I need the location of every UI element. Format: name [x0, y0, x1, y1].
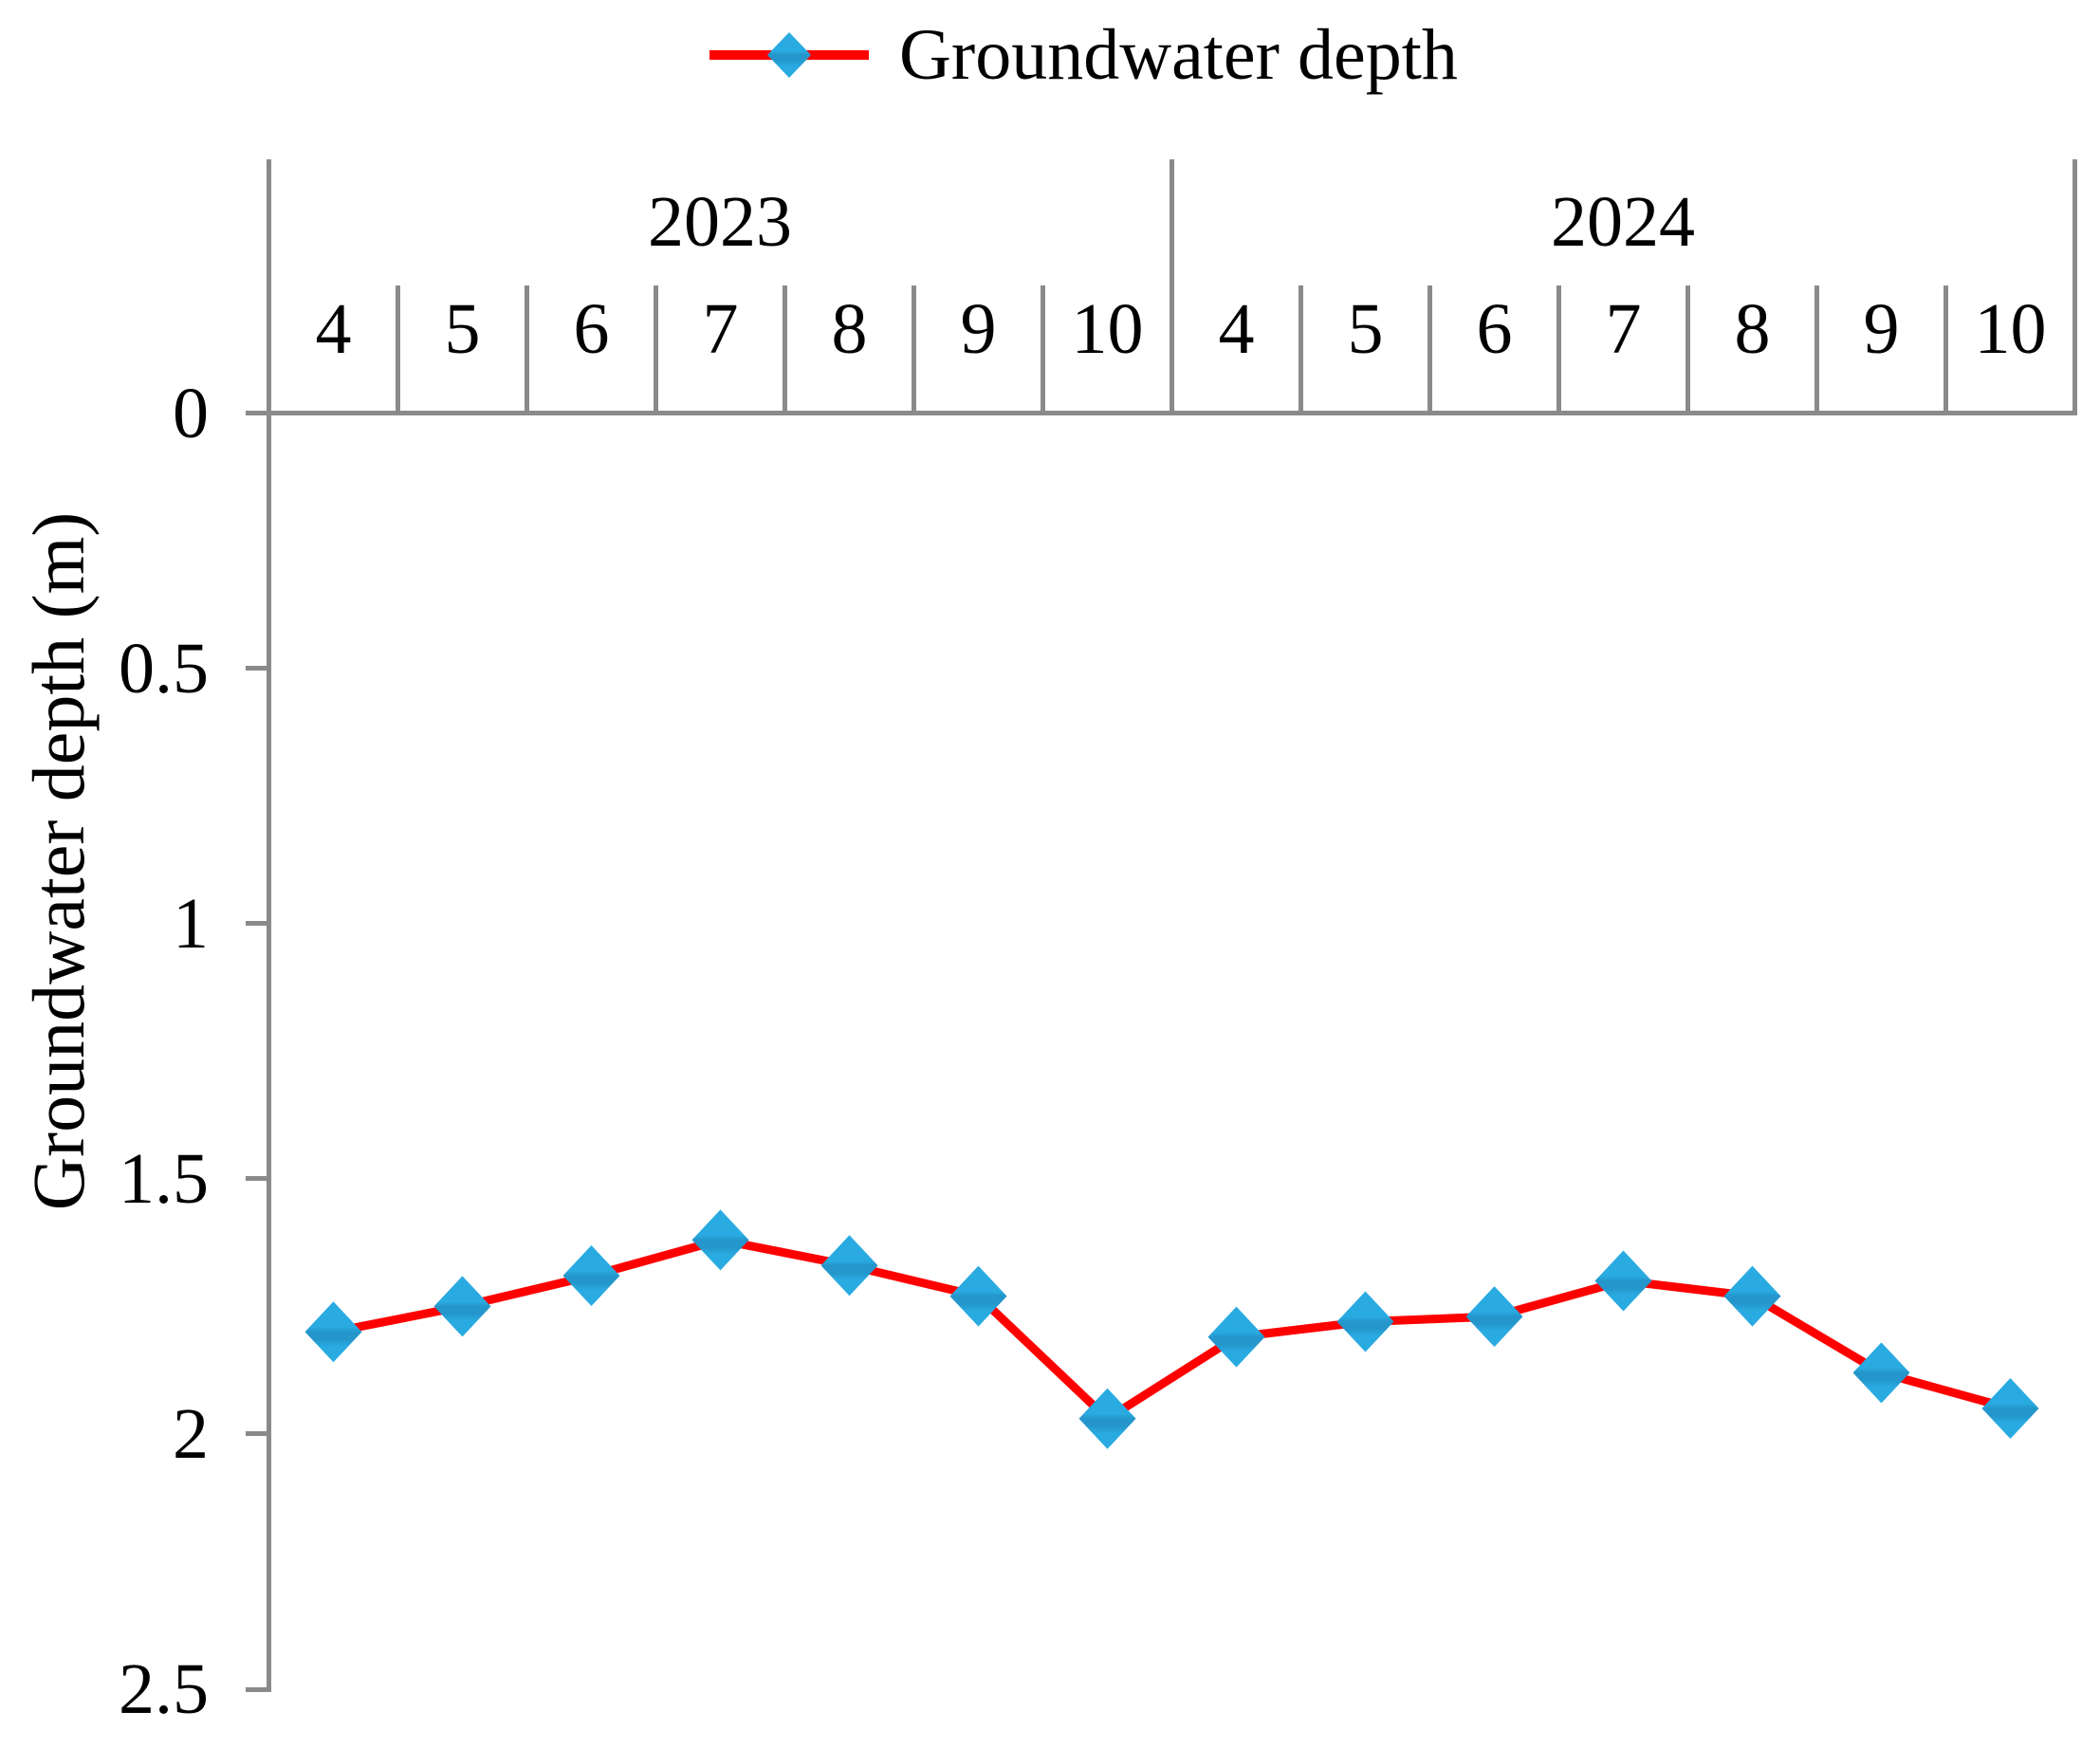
y-tick-label: 1.5 — [119, 1138, 209, 1219]
y-tick-label: 2.5 — [119, 1649, 209, 1729]
month-label: 10 — [1974, 289, 2047, 369]
month-label: 5 — [1347, 289, 1384, 369]
y-tick-mark — [245, 1431, 269, 1437]
data-point-marker — [1852, 1342, 1910, 1404]
y-tick-label: 1 — [173, 883, 209, 964]
data-point-marker — [1594, 1250, 1652, 1312]
y-tick-mark — [245, 921, 269, 927]
y-tick-label: 0 — [173, 373, 209, 453]
month-divider — [1943, 285, 1948, 415]
data-point-marker — [949, 1265, 1007, 1327]
month-divider — [912, 285, 916, 415]
month-label: 7 — [702, 289, 739, 369]
month-label: 6 — [573, 289, 610, 369]
year-label-2023: 2023 — [648, 182, 792, 262]
month-divider — [654, 285, 658, 415]
month-label: 5 — [444, 289, 481, 369]
month-divider — [525, 285, 529, 415]
month-label: 9 — [1863, 289, 1900, 369]
data-point-marker — [433, 1276, 491, 1337]
month-label: 10 — [1071, 289, 1144, 369]
y-tick-label: 0.5 — [119, 628, 209, 708]
month-divider — [1686, 285, 1690, 415]
month-divider — [1299, 285, 1303, 415]
data-point-marker — [1207, 1306, 1265, 1368]
data-point-marker — [1981, 1377, 2039, 1439]
month-divider — [396, 285, 400, 415]
year-label-2024: 2024 — [1551, 182, 1695, 262]
data-point-marker — [304, 1301, 362, 1363]
y-axis-line — [267, 159, 271, 1692]
data-point-marker — [1078, 1388, 1136, 1449]
month-label: 9 — [960, 289, 997, 369]
month-divider — [1041, 285, 1045, 415]
y-axis-title: Groundwater depth (m) — [17, 511, 100, 1211]
month-label: 8 — [1734, 289, 1771, 369]
legend-label: Groundwater depth — [899, 15, 1458, 95]
x-axis-zero-line — [245, 411, 2077, 415]
data-point-marker — [1336, 1291, 1394, 1352]
diamond-marker-icon — [767, 32, 811, 78]
month-divider — [1428, 285, 1432, 415]
month-divider — [783, 285, 787, 415]
month-divider — [1557, 285, 1561, 415]
month-divider — [1814, 285, 1819, 415]
header-right-border — [2072, 159, 2077, 415]
data-point-marker — [562, 1245, 620, 1307]
data-point-marker — [1465, 1286, 1523, 1348]
data-line — [332, 1235, 2012, 1425]
data-point-marker — [691, 1209, 749, 1271]
month-label: 6 — [1476, 289, 1513, 369]
year-divider — [1170, 159, 1174, 415]
month-label: 4 — [315, 289, 352, 369]
month-label: 4 — [1218, 289, 1255, 369]
y-tick-label: 2 — [173, 1393, 209, 1474]
data-point-marker — [1723, 1265, 1781, 1327]
data-point-marker — [820, 1235, 878, 1297]
y-tick-mark — [245, 1686, 269, 1692]
month-label: 8 — [831, 289, 868, 369]
y-tick-mark — [245, 666, 269, 672]
month-label: 7 — [1605, 289, 1642, 369]
y-tick-mark — [245, 1176, 269, 1182]
